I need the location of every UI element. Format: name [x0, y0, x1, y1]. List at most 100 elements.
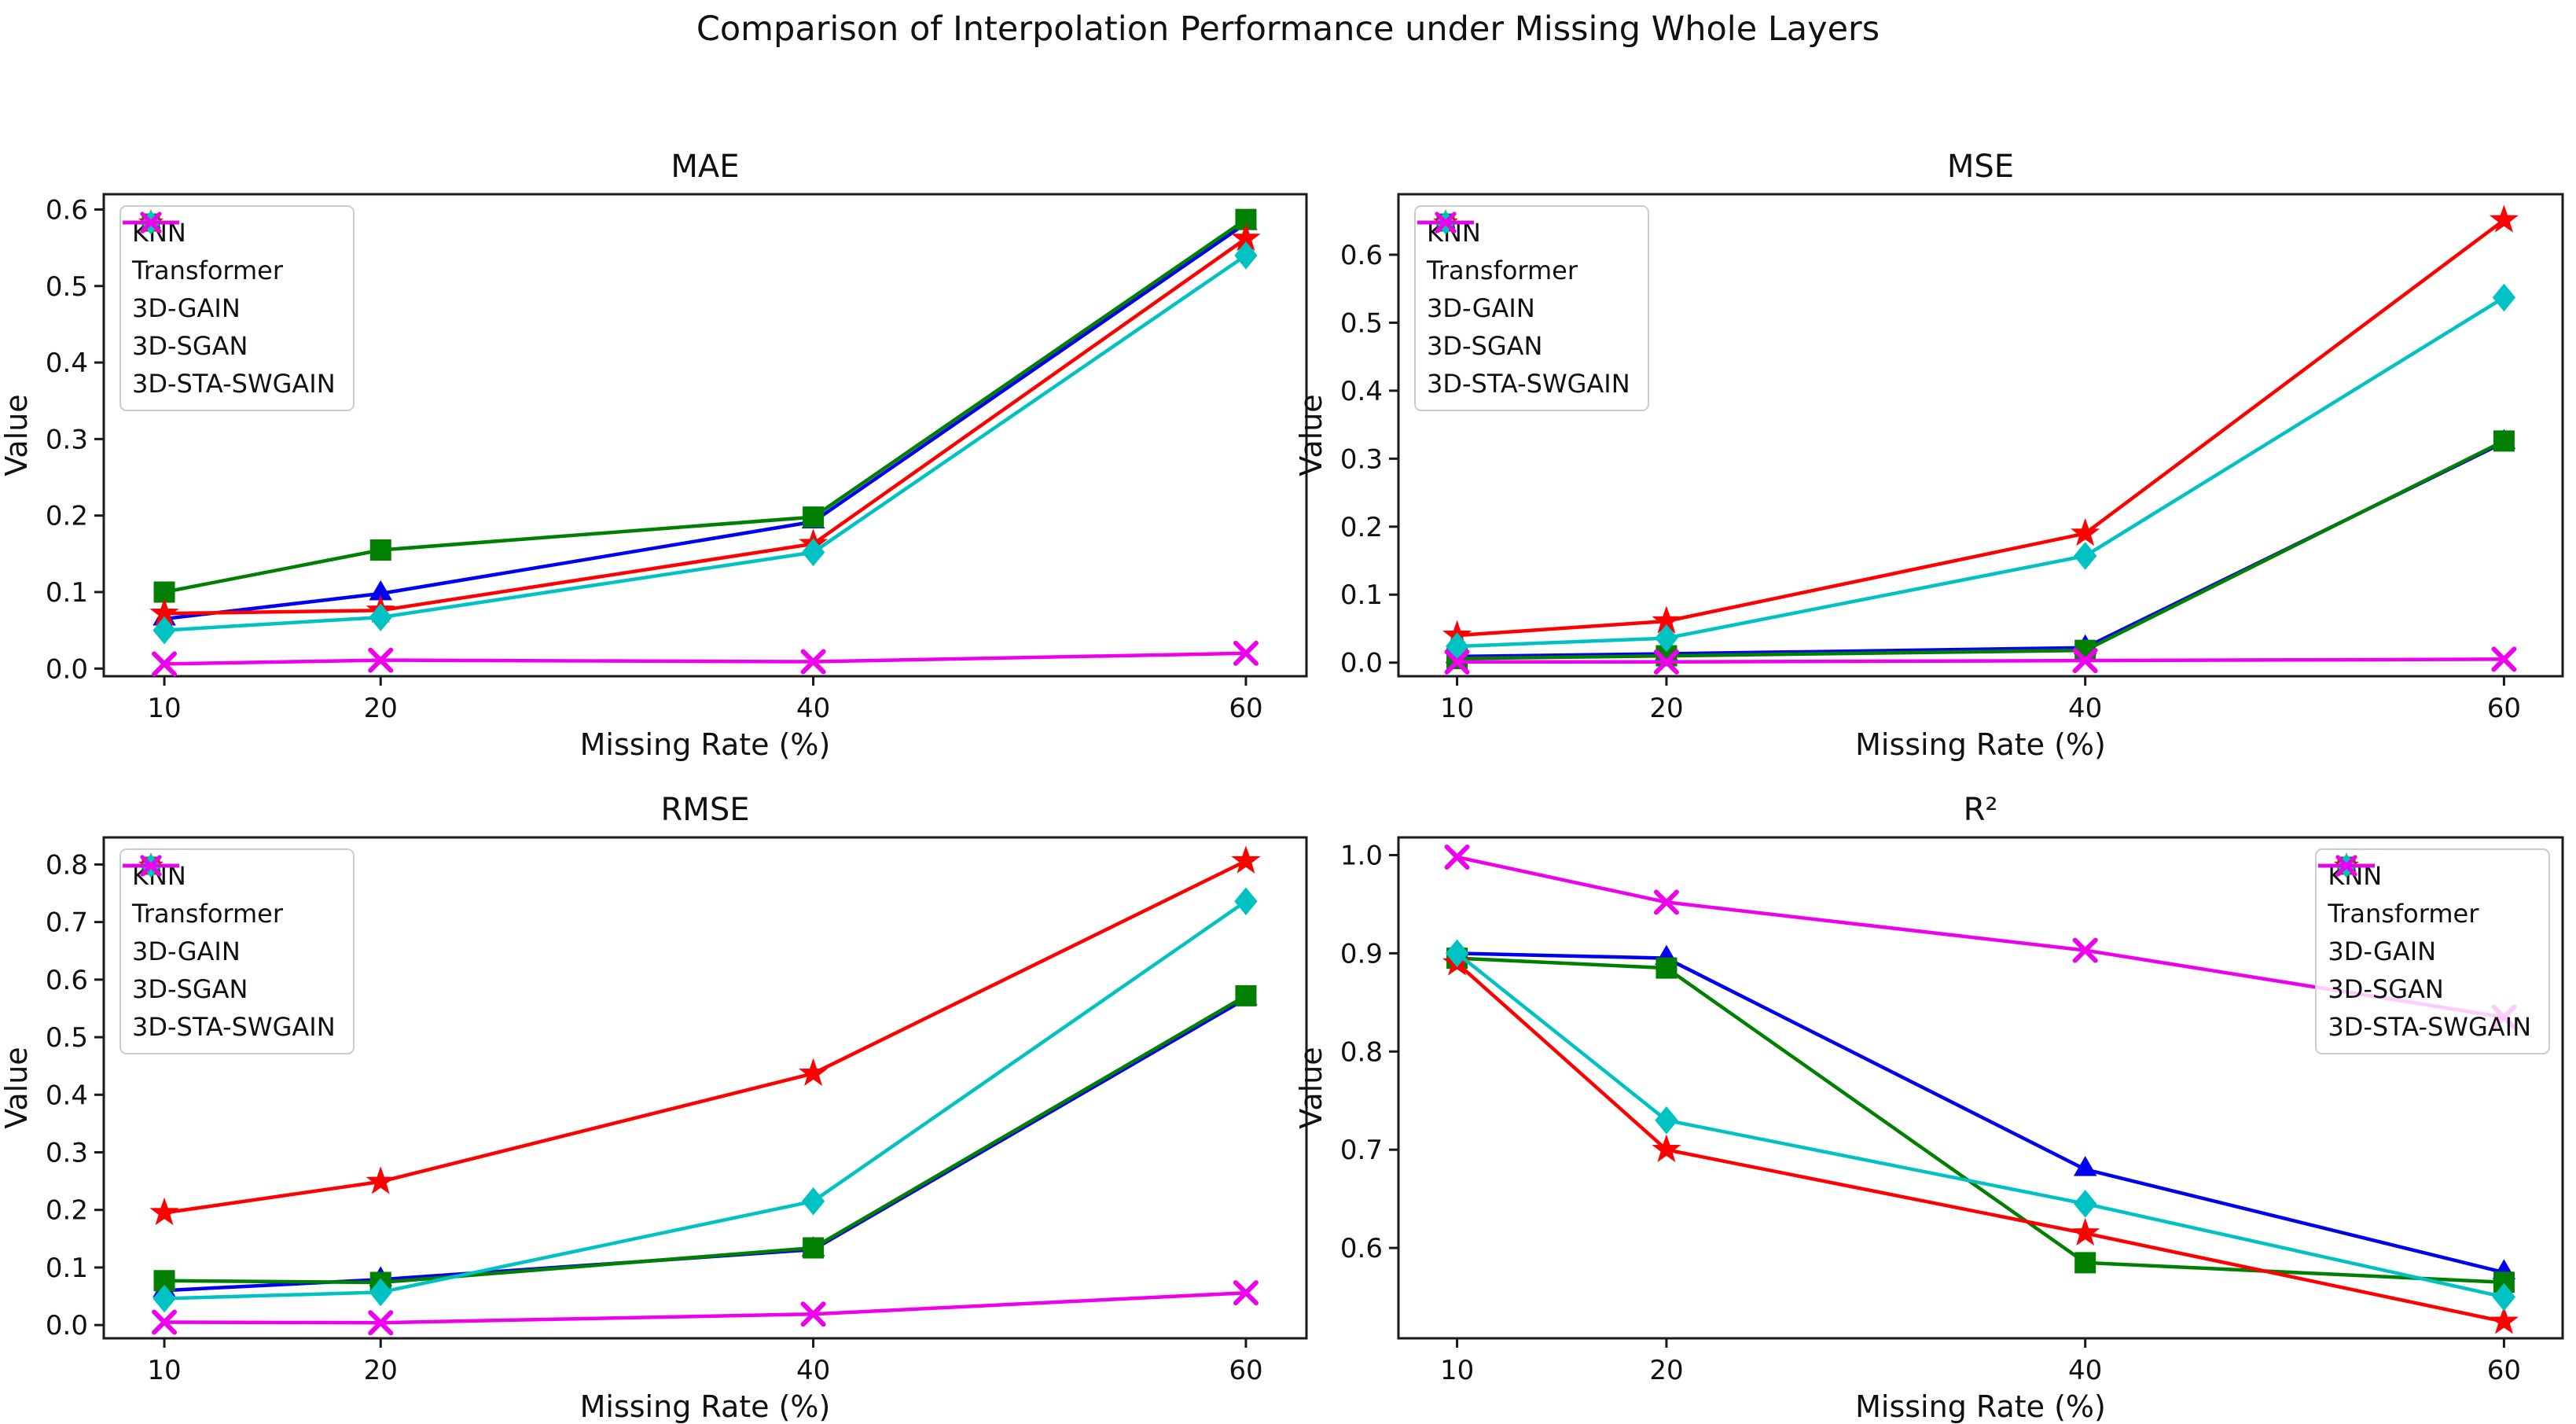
mae-y-tick-label: 0.4 [46, 348, 88, 379]
legend-entry: 3D-GAIN [2318, 852, 2531, 970]
mse-xlabel: Missing Rate (%) [1855, 727, 2106, 762]
series-line-3D-GAIN [162, 237, 1248, 616]
x-marker [1233, 640, 1259, 666]
x-marker [2072, 648, 2098, 674]
rmse-xlabel: Missing Rate (%) [580, 1389, 831, 1424]
diamond-marker [1655, 624, 1678, 653]
rmse-y-tick-label: 0.2 [46, 1195, 88, 1227]
mae-xlabel: Missing Rate (%) [580, 727, 831, 762]
legend-sample-line [2318, 855, 2376, 877]
r2-x-tick-label: 40 [2068, 1355, 2102, 1386]
series-line-3D-SGAN [1455, 296, 2506, 649]
r2-axes-frame [1397, 836, 2564, 1340]
mse-x-tick-label: 40 [2068, 693, 2102, 724]
legend-label: 3D-GAIN [1427, 293, 1535, 323]
square-marker [153, 581, 175, 603]
diamond-marker [1445, 939, 1469, 968]
square-marker [2074, 1252, 2096, 1274]
legend-entry: 3D-STA-SWGAIN [2318, 855, 2531, 1045]
x-marker [800, 649, 826, 675]
legend-label: 3D-STA-SWGAIN [132, 1012, 336, 1042]
x-marker [152, 651, 178, 677]
mae-y-tick-label: 0.6 [46, 194, 88, 226]
mae-y-tick-label: 0.3 [46, 424, 88, 455]
r2-y-tick-label: 1.0 [1340, 840, 1383, 871]
legend-label: 3D-STA-SWGAIN [2328, 1012, 2531, 1042]
series-line-Transformer [1455, 439, 2506, 660]
legend-entry: 3D-GAIN [123, 209, 336, 326]
legend-entry: Transformer [1417, 213, 1630, 289]
rmse-y-tick-label: 0.8 [46, 849, 88, 881]
legend-entry: 3D-STA-SWGAIN [1417, 212, 1630, 402]
square-marker [369, 539, 391, 561]
x-marker [1653, 649, 1679, 675]
mae-y-tick-label: 0.0 [46, 653, 88, 685]
r2-x-tick-label: 10 [1440, 1355, 1474, 1386]
mse-x-tick-label: 60 [2487, 693, 2521, 724]
rmse-x-tick-label: 60 [1229, 1355, 1262, 1386]
triangle-marker [2073, 1156, 2097, 1176]
r2-title: R² [1964, 792, 1998, 828]
series-line-3D-GAIN [162, 859, 1248, 1215]
legend-label: 3D-GAIN [132, 936, 241, 966]
legend-entry: 3D-GAIN [123, 852, 336, 970]
x-marker [1233, 1280, 1259, 1306]
x-marker [140, 212, 162, 234]
rmse-y-tick-label: 0.0 [46, 1310, 88, 1341]
x-marker [2491, 646, 2517, 672]
mae-ylabel: Value [0, 394, 34, 476]
diamond-marker [369, 603, 392, 631]
diamond-marker [1234, 241, 1258, 270]
r2-ylabel: Value [1294, 1047, 1328, 1128]
diamond-marker [2074, 542, 2097, 570]
mae-axes-frame [102, 193, 1308, 678]
series-line-KNN [162, 221, 1248, 621]
legend-label: Transformer [2328, 899, 2479, 929]
diamond-marker [2074, 1190, 2097, 1218]
x-marker [152, 1309, 178, 1335]
r2-y-tick-label: 0.8 [1340, 1036, 1383, 1068]
legend-entry: 3D-SGAN [123, 853, 336, 1007]
series-line-KNN [1455, 951, 2506, 1275]
square-marker [2493, 430, 2515, 452]
mse-x-tick-label: 20 [1649, 693, 1683, 724]
legend-entry: 3D-SGAN [2318, 853, 2531, 1007]
mse-title: MSE [1947, 149, 2014, 185]
r2-legend: KNN Transformer 3D-GAIN 3D-SGAN 3D-STA-SWGAI… [2315, 848, 2550, 1054]
legend-label: Transformer [1427, 256, 1578, 285]
r2-x-tick-label: 20 [1649, 1355, 1683, 1386]
rmse-title: RMSE [661, 792, 750, 828]
mse-x-tick-label: 10 [1440, 693, 1474, 724]
star-marker [1652, 1134, 1681, 1163]
rmse-y-tick-label: 0.6 [46, 965, 88, 996]
star-marker [1231, 845, 1261, 874]
star-marker [2489, 1306, 2519, 1334]
series-line-3D-GAIN [1455, 961, 2506, 1324]
series-line-3D-GAIN [1455, 218, 2506, 638]
star-marker [149, 1197, 179, 1226]
legend-entry: 3D-SGAN [1417, 210, 1630, 364]
legend-label: 3D-SGAN [132, 974, 248, 1004]
mse-y-tick-label: 0.2 [1340, 512, 1383, 543]
mae-y-tick-label: 0.5 [46, 271, 88, 303]
rmse-ylabel: Value [0, 1047, 34, 1128]
legend-entry: 3D-STA-SWGAIN [123, 855, 336, 1045]
series-line-Transformer [162, 217, 1248, 594]
mse-y-tick-label: 0.3 [1340, 443, 1383, 475]
diamond-marker [801, 538, 825, 567]
mae-title: MAE [671, 149, 739, 185]
mse-legend: KNN Transformer 3D-GAIN 3D-SGAN 3D-STA-SWGAI… [1414, 205, 1649, 411]
star-marker [2489, 204, 2519, 233]
diamond-marker [1234, 887, 1258, 916]
legend-label: 3D-STA-SWGAIN [132, 369, 336, 399]
legend-entry: 3D-SGAN [123, 210, 336, 364]
legend-entry: Transformer [123, 213, 336, 289]
series-line-3D-STA-SWGAIN [1455, 657, 2506, 664]
legend-label: 3D-SGAN [2328, 974, 2444, 1004]
r2-xlabel: Missing Rate (%) [1855, 1389, 2106, 1424]
figure-suptitle: Comparison of Interpolation Performance … [696, 9, 1880, 49]
series-line-Transformer [1455, 956, 2506, 1285]
square-marker [1235, 984, 1257, 1006]
